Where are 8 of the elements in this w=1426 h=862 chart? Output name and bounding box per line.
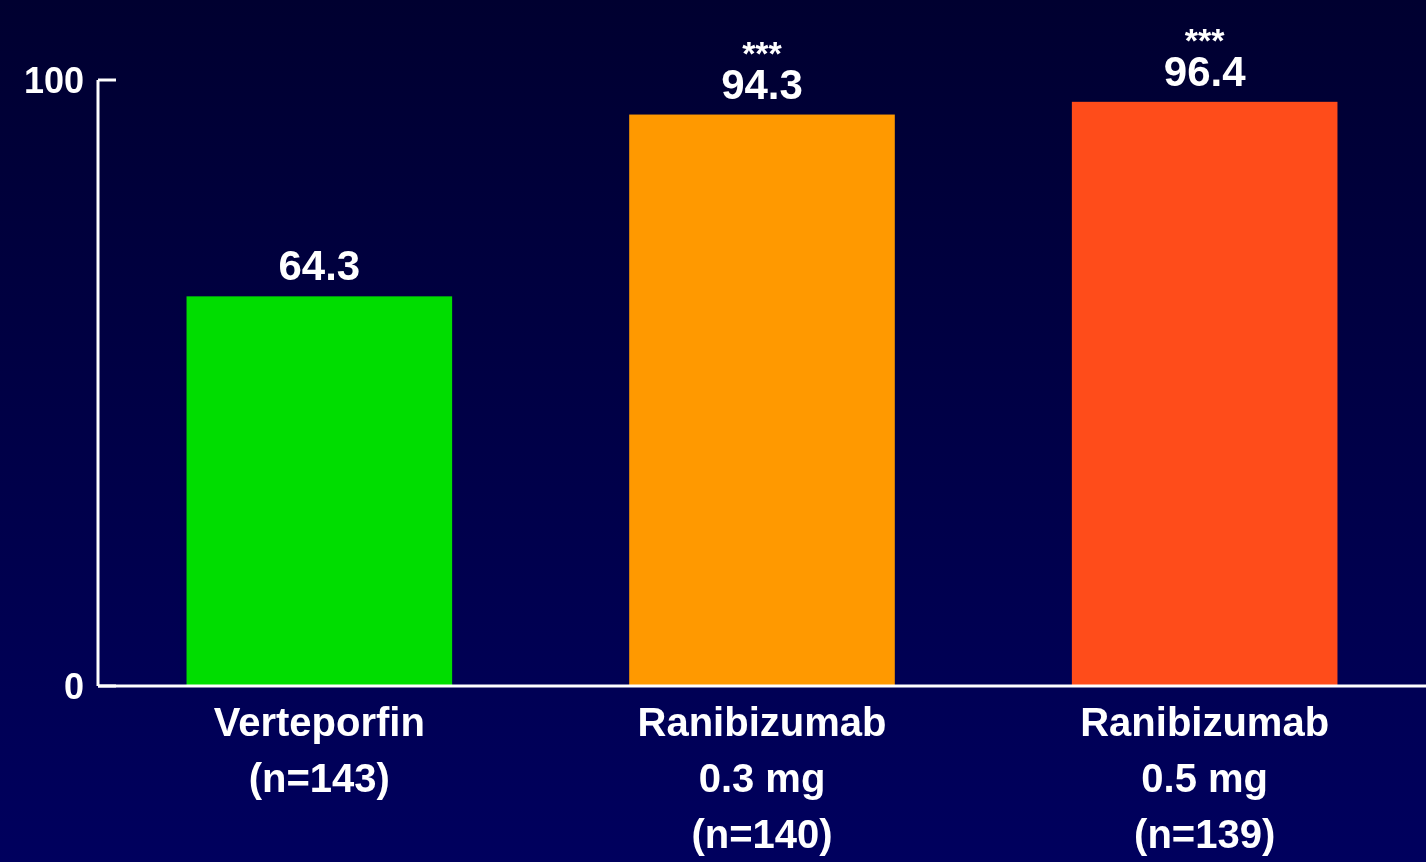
y-tick-label: 100 bbox=[23, 59, 84, 101]
data-label: 96.4 bbox=[1163, 47, 1247, 95]
data-label: 94.3 bbox=[721, 60, 803, 108]
data-label: 64.3 bbox=[278, 242, 361, 290]
y-tick-label: 0 bbox=[63, 665, 84, 707]
x-tick-label: Ranibizumab 0.5 mg (n=139) bbox=[1080, 700, 1330, 856]
x-tick-label: Verteporfin (n=143) bbox=[213, 700, 425, 800]
x-tick-label: Ranibizumab 0.3 mg (n=140) bbox=[637, 700, 887, 856]
